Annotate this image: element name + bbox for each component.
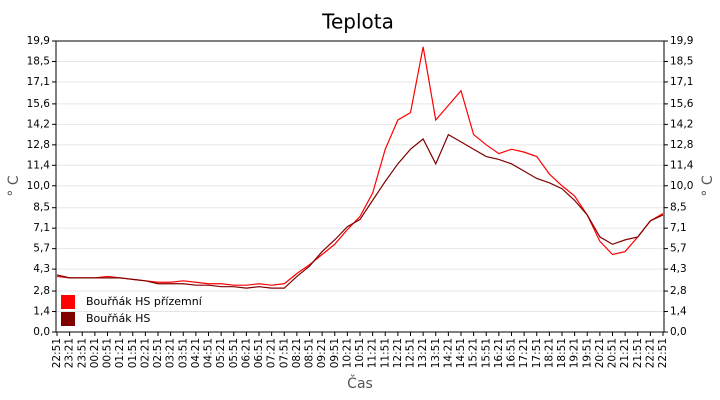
x-tick-label: 03:51 (177, 338, 189, 368)
x-tick-label: 00:51 (102, 338, 114, 368)
y-tick-label: 1,4 (33, 306, 50, 318)
y-tick-label: 2,8 (33, 285, 50, 297)
y2-tick-label: 12,8 (670, 139, 693, 151)
legend-swatch (61, 312, 75, 326)
y2-tick-label: 15,6 (670, 98, 694, 110)
x-tick-label: 12:21 (392, 338, 404, 368)
x-tick-label: 10:21 (341, 338, 353, 368)
x-tick-label: 14:51 (455, 338, 467, 368)
y2-tick-label: 10,0 (670, 180, 693, 192)
x-tick-label: 13:21 (417, 338, 429, 368)
chart-title: Teplota (321, 10, 394, 34)
y-tick-label: 8,5 (33, 202, 50, 214)
x-tick-label: 23:21 (64, 338, 76, 368)
x-tick-label: 18:21 (543, 338, 555, 368)
y-tick-label: 18,5 (27, 55, 50, 67)
x-tick-label: 06:51 (253, 338, 265, 368)
x-tick-label: 23:51 (76, 338, 88, 368)
series-line (56, 133, 664, 289)
x-tick-label: 11:51 (379, 338, 391, 368)
y-tick-label: 17,1 (27, 76, 50, 88)
x-tick-label: 01:51 (127, 338, 139, 368)
y2-tick-label: 19,9 (670, 35, 693, 47)
x-tick-label: 09:21 (316, 338, 328, 368)
y2-axis-label: ° C (700, 175, 716, 196)
y2-tick-label: 14,2 (670, 118, 693, 130)
x-tick-label: 08:51 (304, 338, 316, 368)
y-tick-label: 10,0 (27, 180, 50, 192)
x-tick-label: 19:21 (569, 338, 581, 368)
x-tick-label: 22:51 (657, 338, 669, 368)
y2-tick-label: 11,4 (670, 159, 694, 171)
x-tick-label: 05:21 (215, 338, 227, 368)
y-tick-label: 12,8 (27, 139, 50, 151)
y-axis-label: ° C (6, 175, 22, 196)
y-tick-label: 19,9 (27, 35, 50, 47)
x-tick-label: 11:21 (367, 338, 379, 368)
x-tick-label: 06:21 (240, 338, 252, 368)
x-tick-label: 14:21 (442, 338, 454, 368)
y2-tick-label: 0,0 (670, 326, 687, 338)
y2-tick-label: 1,4 (670, 306, 687, 318)
legend-swatch (61, 295, 75, 309)
x-tick-label: 20:21 (594, 338, 606, 368)
x-tick-label: 12:51 (405, 338, 417, 368)
x-tick-label: 15:21 (468, 338, 480, 368)
legend-label: Bouřňák HS (86, 312, 150, 325)
x-tick-label: 22:51 (51, 338, 63, 368)
y-tick-label: 7,1 (33, 222, 50, 234)
y2-tick-label: 7,1 (670, 222, 687, 234)
x-tick-label: 04:51 (203, 338, 215, 368)
x-tick-label: 07:51 (278, 338, 290, 368)
x-tick-label: 02:21 (139, 338, 151, 368)
x-tick-label: 10:51 (354, 338, 366, 368)
x-tick-label: 17:21 (518, 338, 530, 368)
y2-tick-label: 8,5 (670, 202, 687, 214)
legend-label: Bouřňák HS přízemní (86, 295, 203, 308)
x-tick-label: 09:51 (329, 338, 341, 368)
x-tick-label: 21:51 (632, 338, 644, 368)
x-tick-label: 05:51 (228, 338, 240, 368)
y2-tick-label: 5,7 (670, 243, 687, 255)
x-tick-label: 16:21 (493, 338, 505, 368)
y-tick-label: 14,2 (27, 118, 50, 130)
y2-tick-label: 2,8 (670, 285, 687, 297)
x-tick-label: 15:51 (480, 338, 492, 368)
y2-tick-label: 4,3 (670, 263, 687, 275)
y2-tick-label: 17,1 (670, 76, 693, 88)
plot-frame (55, 40, 665, 333)
y-tick-label: 4,3 (33, 263, 50, 275)
y-tick-label: 5,7 (33, 243, 50, 255)
x-tick-label: 04:21 (190, 338, 202, 368)
y2-tick-label: 18,5 (670, 55, 693, 67)
y-tick-label: 11,4 (27, 159, 51, 171)
x-tick-label: 07:21 (266, 338, 278, 368)
y-tick-label: 0,0 (33, 326, 50, 338)
series-line (56, 46, 664, 286)
x-axis-label: Čas (347, 374, 373, 392)
x-tick-label: 17:51 (531, 338, 543, 368)
x-tick-label: 00:21 (89, 338, 101, 368)
x-tick-label: 16:51 (506, 338, 518, 368)
x-tick-label: 18:51 (556, 338, 568, 368)
y-tick-label: 15,6 (27, 98, 51, 110)
x-tick-label: 22:21 (644, 338, 656, 368)
x-tick-label: 13:51 (430, 338, 442, 368)
x-tick-label: 20:51 (607, 338, 619, 368)
x-tick-label: 01:21 (114, 338, 126, 368)
x-tick-label: 03:21 (165, 338, 177, 368)
x-tick-label: 21:21 (619, 338, 631, 368)
x-tick-label: 19:51 (581, 338, 593, 368)
x-tick-label: 08:21 (291, 338, 303, 368)
x-tick-label: 02:51 (152, 338, 164, 368)
